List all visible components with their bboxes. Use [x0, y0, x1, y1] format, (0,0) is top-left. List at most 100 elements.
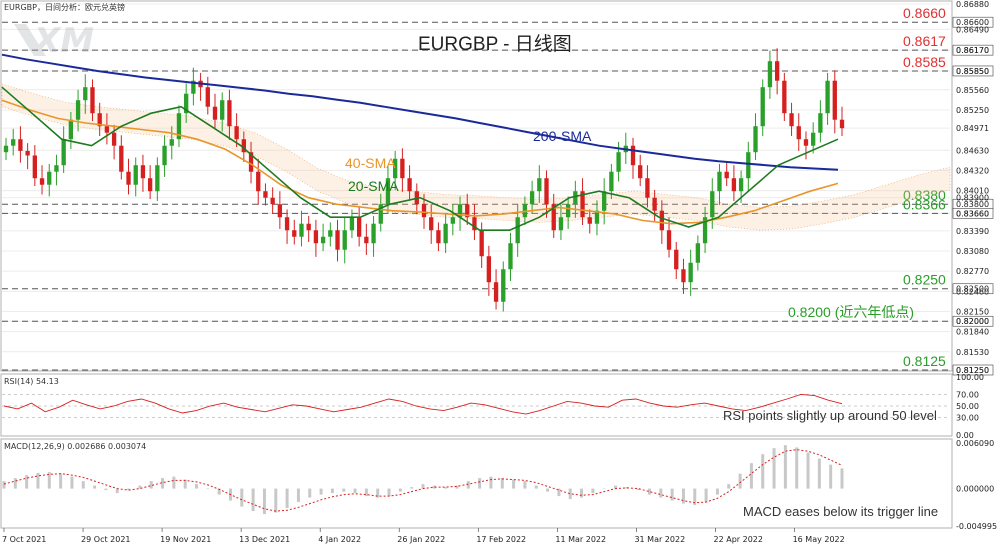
level-label: 0.8366 [903, 196, 946, 212]
level-label: 0.8660 [903, 5, 946, 21]
macd-bar [715, 488, 719, 495]
level-price-box [952, 44, 994, 56]
candle-body [349, 217, 355, 231]
price-tick-label: 0.83660 [956, 209, 989, 218]
macd-bar [195, 484, 199, 489]
level-price-box [952, 16, 994, 28]
macd-bar [387, 488, 391, 497]
macd-bar [432, 485, 436, 489]
time-tick-label: 29 Oct 2021 [81, 535, 130, 544]
candle-body [818, 113, 823, 133]
candle-body [594, 210, 600, 224]
candle-body [789, 113, 794, 127]
macd-bar [512, 479, 516, 489]
time-tick-label: 4 Jan 2022 [318, 535, 361, 544]
price-tick-label: 0.85560 [956, 86, 989, 95]
macd-bar [546, 488, 550, 492]
ichimoku-cloud [1, 83, 951, 231]
candle-body [234, 126, 239, 140]
level-label: 0.8200 (近六年低点) [788, 304, 914, 320]
price-tick-label: 0.81530 [956, 348, 989, 357]
macd-annotation: MACD eases below its trigger line [743, 504, 938, 519]
macd-bar [795, 447, 799, 489]
candle-body [61, 139, 66, 166]
rsi-tick-label: 70.00 [956, 390, 979, 399]
rsi-label: RSI(14) 54.13 [4, 377, 59, 386]
price-tick-label: 0.85250 [956, 106, 989, 115]
level-label: 0.8125 [903, 353, 946, 369]
candle-body [436, 230, 441, 244]
candle-body [393, 158, 398, 179]
candle-body [227, 100, 232, 127]
candle-body [659, 210, 664, 231]
candle-body [710, 191, 715, 218]
candle-body [140, 165, 146, 179]
candle-body [378, 204, 383, 224]
price-tick-label: 0.83900 [956, 194, 989, 203]
time-tick-label: 19 Nov 2021 [160, 535, 211, 544]
candle-body [126, 171, 131, 185]
macd-label: MACD(12,26,9) 0.002686 0.003074 [4, 442, 146, 451]
candle-body [270, 197, 275, 205]
macd-bar [251, 488, 255, 512]
macd-bar [421, 484, 425, 489]
candle-body [39, 178, 45, 185]
macd-bar [647, 488, 651, 495]
candle-body [724, 171, 729, 179]
macd-bar [285, 488, 289, 509]
candle-body [537, 178, 542, 192]
price-tick-label: 0.83390 [956, 227, 989, 236]
candle-body [472, 217, 477, 231]
logo-slash-icon [14, 24, 46, 56]
candle-body [47, 171, 52, 185]
candle-body [104, 126, 110, 133]
candle-body [119, 145, 124, 172]
moving-averages [1, 53, 839, 231]
price-tick-label: 0.84010 [956, 187, 989, 196]
macd-bar [161, 478, 165, 489]
candle-body [465, 204, 470, 218]
candle-body [32, 155, 37, 179]
candle-body [674, 249, 679, 270]
macd-bar [47, 472, 51, 489]
candle-body [702, 217, 708, 244]
macd-bar [659, 488, 663, 498]
candle-body [3, 145, 9, 153]
candle-body [450, 217, 455, 224]
price-axis: 0.86880 0.86490 0.86170 0.85850 0.85560 0.852… [956, 0, 989, 375]
macd-bar [772, 448, 776, 489]
level-label: 0.8617 [903, 33, 946, 49]
candle-body [695, 243, 701, 263]
macd-signal-line [3, 449, 843, 512]
candle-body [191, 80, 196, 94]
macd-bar [104, 488, 108, 491]
macd-bar [602, 488, 606, 490]
price-tick-label: 0.81250 [956, 366, 989, 375]
candle-body [717, 171, 722, 192]
sma200-line [1, 53, 839, 171]
time-tick-label: 31 Mar 2022 [634, 535, 685, 544]
rsi-polyline [3, 393, 843, 415]
candle-body [256, 171, 261, 192]
price-tick-label: 0.83080 [956, 247, 989, 256]
price-tick-label: 0.82770 [956, 267, 989, 276]
candle-body [133, 165, 138, 185]
candle-body [688, 262, 693, 283]
candle-body [746, 152, 751, 179]
candle-body [263, 191, 268, 198]
macd-bar [455, 485, 459, 489]
candle-body [176, 113, 182, 140]
candle-body [558, 217, 564, 231]
macd-bar [591, 488, 595, 494]
candle-body [832, 80, 837, 120]
macd-bar [568, 488, 572, 500]
macd-bar [829, 464, 833, 489]
price-tick-label: 0.85850 [956, 67, 989, 76]
candle-body [429, 217, 434, 231]
macd-axis: 0.006090 0.000000 -0.004995 [956, 439, 997, 531]
macd-bar [806, 452, 810, 489]
level-price-box [952, 283, 994, 295]
candle-body [486, 256, 492, 283]
candle-body [645, 178, 650, 198]
candlesticks [3, 48, 845, 312]
